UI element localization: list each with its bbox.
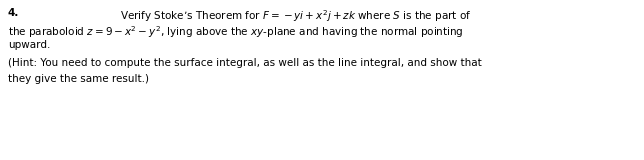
Text: (Hint: You need to compute the surface integral, as well as the line integral, a: (Hint: You need to compute the surface i… — [8, 58, 482, 68]
Text: the paraboloid $z = 9 - x^2 - y^2$, lying above the $xy$-plane and having the no: the paraboloid $z = 9 - x^2 - y^2$, lyin… — [8, 24, 464, 40]
Text: 4.: 4. — [8, 8, 19, 18]
Text: Verify Stoke’s Theorem for $F = -yi + x^2j + zk$ where $S$ is the part of: Verify Stoke’s Theorem for $F = -yi + x^… — [120, 8, 471, 24]
Text: they give the same result.): they give the same result.) — [8, 74, 149, 84]
Text: upward.: upward. — [8, 40, 50, 50]
